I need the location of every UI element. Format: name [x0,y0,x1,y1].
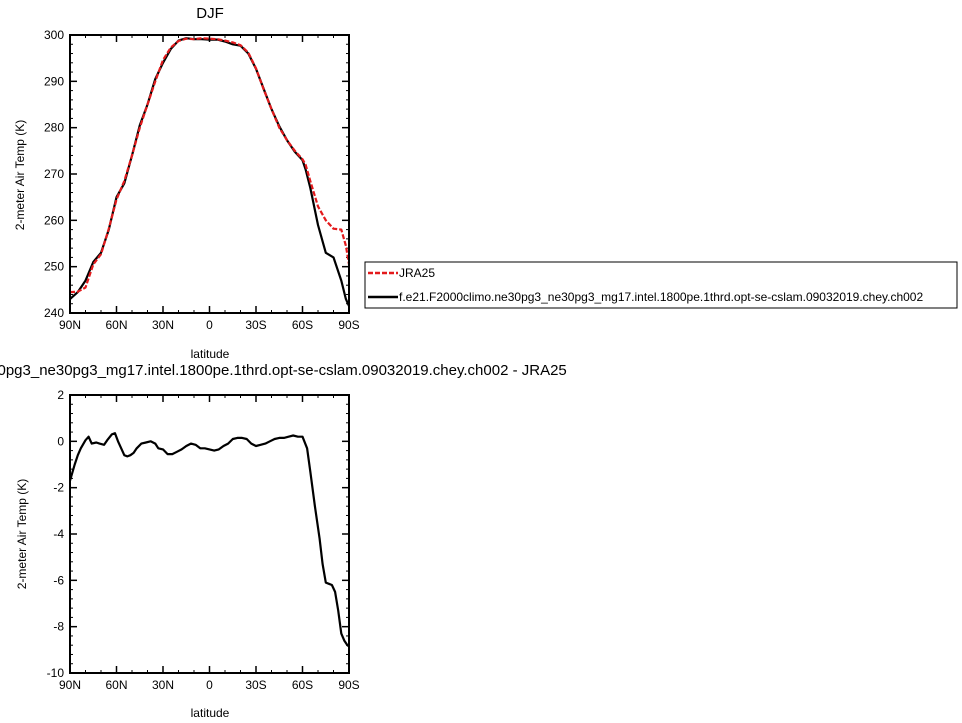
x-tick-label: 90N [59,678,81,692]
x-tick-label: 90S [338,318,359,332]
x-tick-label: 60N [105,678,127,692]
x-tick-label: 90S [338,678,359,692]
bottom-chart-series [68,432,350,648]
x-tick-label: 60N [105,318,127,332]
bottom-panel-difference: f.e21.F2000climo.ne30pg3_ne30pg3_mg17.in… [0,362,567,720]
bottom-chart-title: f.e21.F2000climo.ne30pg3_ne30pg3_mg17.in… [0,362,567,379]
y-tick-label: 270 [44,167,64,181]
y-tick-label: 300 [44,28,64,42]
y-tick-label: 0 [57,434,64,448]
x-tick-label: 90N [59,318,81,332]
y-tick-label: -2 [53,481,64,495]
y-tick-label: 240 [44,306,64,320]
series-line-difference [68,432,350,648]
bottom-chart-ticks: 90N 60N 30N 0 30S 60S 90S -10 -8 -6 -4 -2 0 2 [47,388,360,692]
legend-label-model: f.e21.F2000climo.ne30pg3_ne30pg3_mg17.in… [399,290,923,304]
y-tick-label: -8 [53,620,64,634]
top-panel-djf: DJF 2-meter Air Temp (K) latitude 90N 60N… [13,5,360,361]
top-chart-ticks: 90N 60N 30N 0 30S 60S 90S 240 250 260 270 280 290 300 [44,28,360,332]
y-tick-label: 250 [44,260,64,274]
top-chart-plot-frame [69,34,350,314]
y-tick-label: -10 [47,666,65,680]
top-chart-x-axis-label: latitude [191,347,230,361]
y-tick-label: -4 [53,527,64,541]
top-chart-series [69,37,351,307]
y-tick-label: 260 [44,213,64,227]
x-tick-label: 30N [152,678,174,692]
bottom-chart-plot-frame [69,394,350,674]
top-chart-legend: JRA25 f.e21.F2000climo.ne30pg3_ne30pg3_m… [364,261,958,309]
x-tick-label: 30N [152,318,174,332]
legend-box [364,261,958,309]
y-tick-label: 290 [44,74,64,88]
x-tick-label: 30S [245,318,266,332]
y-tick-label: -6 [53,573,64,587]
bottom-chart-y-axis-label: 2-meter Air Temp (K) [15,479,29,589]
x-tick-label: 60S [292,318,313,332]
x-tick-label: 30S [245,678,266,692]
x-tick-label: 60S [292,678,313,692]
y-tick-label: 280 [44,121,64,135]
bottom-chart-x-axis-label: latitude [191,706,230,720]
top-chart-y-axis-label: 2-meter Air Temp (K) [13,120,27,230]
legend-label-jra25: JRA25 [399,266,435,280]
x-tick-label: 0 [206,318,213,332]
x-tick-label: 0 [206,678,213,692]
series-line-jra25 [69,37,351,294]
y-tick-label: 2 [57,388,64,402]
series-line-model [69,37,351,307]
top-chart-title: DJF [196,5,224,22]
